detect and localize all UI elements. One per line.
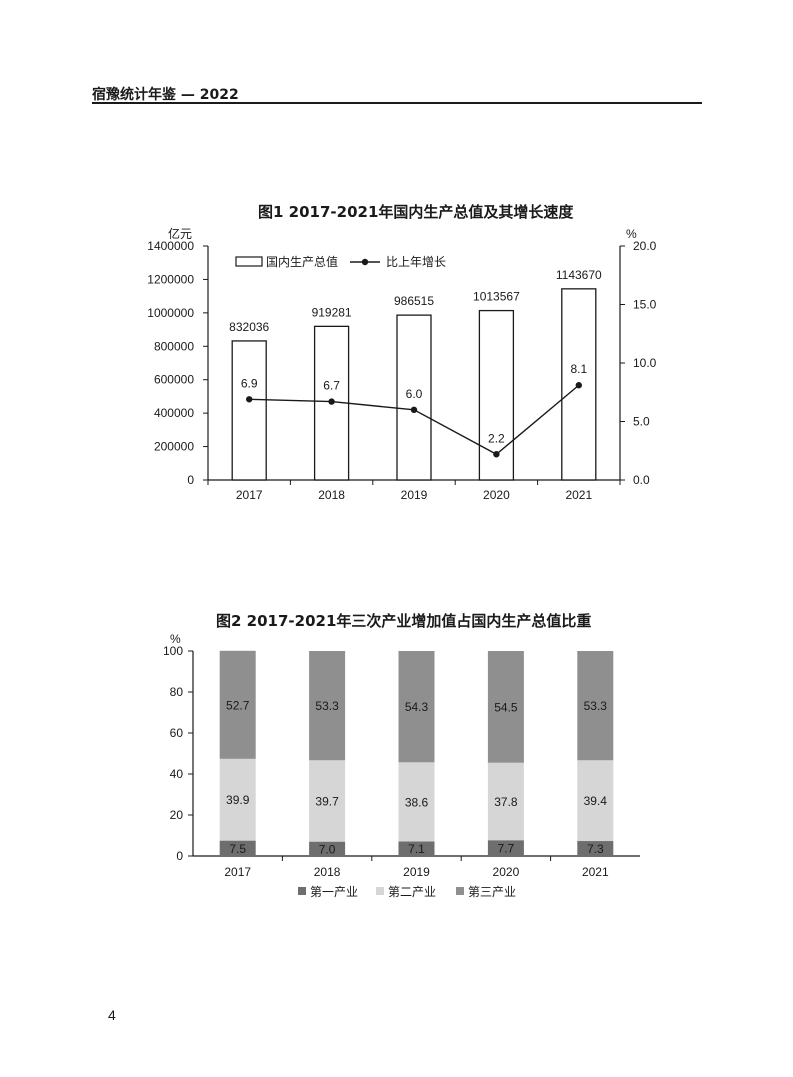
y-tick-label: 60 <box>170 726 184 740</box>
primary-industry-segment-label: 7.5 <box>229 842 246 856</box>
x-tick-label: 2018 <box>318 488 345 502</box>
legend-swatch <box>298 887 306 895</box>
growth-label: 6.9 <box>241 376 258 390</box>
y-tick-label: 600000 <box>154 373 194 387</box>
gdp-bar <box>396 314 432 481</box>
y-tick-label: 0 <box>187 473 194 487</box>
growth-point <box>493 451 500 458</box>
gdp-bar-label: 986515 <box>394 294 434 308</box>
secondary-industry-segment <box>487 762 524 841</box>
tertiary-industry-segment-label: 52.7 <box>226 698 250 712</box>
x-tick-label: 2019 <box>401 488 428 502</box>
y-right-tick-label: 15.0 <box>633 298 657 312</box>
y-tick-label: 40 <box>170 767 184 781</box>
y-axis-unit: % <box>170 632 181 646</box>
tertiary-industry-segment <box>309 651 346 761</box>
primary-industry-segment-label: 7.3 <box>587 842 604 856</box>
secondary-industry-segment <box>309 760 346 842</box>
gdp-bar-label: 832036 <box>229 320 269 334</box>
tertiary-industry-segment <box>487 651 524 763</box>
x-tick-label: 2018 <box>314 865 341 879</box>
growth-point <box>246 396 253 403</box>
y-right-tick-label: 20.0 <box>633 239 657 253</box>
x-tick-label: 2017 <box>236 488 263 502</box>
y-right-axis-unit: % <box>626 227 637 241</box>
growth-label: 2.2 <box>488 431 505 445</box>
y-right-tick-label: 10.0 <box>633 356 657 370</box>
x-tick-label: 2021 <box>565 488 592 502</box>
page-number: 4 <box>108 1007 116 1023</box>
x-tick-label: 2020 <box>493 865 520 879</box>
tertiary-industry-segment-label: 54.5 <box>494 700 518 714</box>
primary-industry-segment <box>309 841 346 856</box>
secondary-industry-segment-label: 38.6 <box>405 795 429 809</box>
legend-line-marker <box>361 258 369 266</box>
gdp-bar-label: 1013567 <box>473 290 520 304</box>
tertiary-industry-segment <box>219 650 256 759</box>
y-tick-label: 400000 <box>154 406 194 420</box>
tertiary-industry-segment-label: 54.3 <box>405 700 429 714</box>
figure2-title: 图2 2017-2021年三次产业增加值占国内生产总值比重 <box>216 612 592 630</box>
y-tick-label: 1200000 <box>147 272 194 286</box>
figure1-title: 图1 2017-2021年国内生产总值及其增长速度 <box>258 203 574 221</box>
secondary-industry-segment <box>398 762 435 842</box>
secondary-industry-segment <box>577 760 614 842</box>
growth-label: 6.0 <box>406 387 423 401</box>
secondary-industry-segment-label: 37.8 <box>494 795 518 809</box>
y-tick-label: 1000000 <box>147 306 194 320</box>
y-tick-label: 80 <box>170 685 184 699</box>
x-tick-label: 2017 <box>224 865 251 879</box>
header-rule <box>92 102 702 104</box>
secondary-industry-segment-label: 39.7 <box>315 794 339 808</box>
primary-industry-segment <box>487 840 524 856</box>
growth-point <box>328 398 335 405</box>
legend-swatch <box>456 887 464 895</box>
tertiary-industry-segment <box>577 651 614 761</box>
y-right-tick-label: 0.0 <box>633 473 650 487</box>
growth-point <box>575 382 582 389</box>
primary-industry-segment <box>398 841 435 856</box>
legend-swatch <box>376 887 384 895</box>
tertiary-industry-segment <box>398 651 435 763</box>
primary-industry-segment-label: 7.0 <box>319 842 336 856</box>
y-tick-label: 100 <box>163 644 183 658</box>
y-axis-unit: 亿元 <box>168 226 192 241</box>
gdp-bar-label: 1143670 <box>556 268 602 282</box>
legend-bar-swatch <box>235 256 263 267</box>
secondary-industry-segment <box>219 758 256 841</box>
y-tick-label: 1400000 <box>147 239 194 253</box>
growth-point <box>410 406 418 413</box>
legend-bar-label: 国内生产总值 <box>266 254 338 269</box>
legend-label: 第三产业 <box>468 885 516 899</box>
y-right-tick-label: 5.0 <box>633 415 650 429</box>
y-tick-label: 200000 <box>154 440 194 454</box>
growth-label: 6.7 <box>323 379 340 393</box>
running-header: 宿豫统计年鉴 — 2022 <box>92 87 239 103</box>
primary-industry-segment <box>219 840 256 856</box>
x-tick-label: 2019 <box>403 865 430 879</box>
primary-industry-segment-label: 7.7 <box>498 842 515 856</box>
gdp-bar-label: 919281 <box>312 305 352 319</box>
gdp-bar <box>231 340 267 481</box>
legend-label: 第二产业 <box>388 885 436 899</box>
tertiary-industry-segment-label: 53.3 <box>584 699 608 713</box>
tertiary-industry-segment-label: 53.3 <box>315 699 339 713</box>
y-tick-label: 0 <box>176 849 183 863</box>
legend-label: 第一产业 <box>310 885 358 899</box>
primary-industry-segment <box>577 841 614 856</box>
x-tick-label: 2020 <box>483 488 510 502</box>
x-tick-label: 2021 <box>582 865 609 879</box>
legend-line-label: 比上年增长 <box>386 255 446 269</box>
secondary-industry-segment-label: 39.4 <box>584 794 608 808</box>
primary-industry-segment-label: 7.1 <box>408 842 425 856</box>
secondary-industry-segment-label: 39.9 <box>226 793 250 807</box>
y-tick-label: 800000 <box>154 339 194 353</box>
y-tick-label: 20 <box>170 808 184 822</box>
growth-label: 8.1 <box>570 362 587 376</box>
